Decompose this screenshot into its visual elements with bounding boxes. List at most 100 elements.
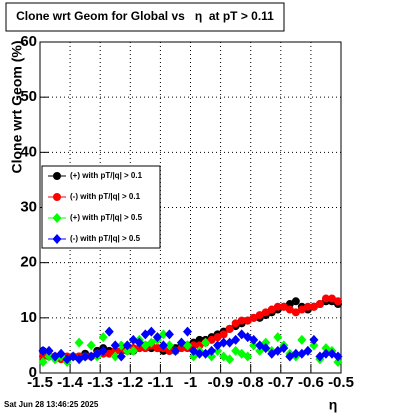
data-point xyxy=(219,330,228,339)
title-box xyxy=(5,2,285,32)
data-point xyxy=(182,326,192,337)
data-point xyxy=(297,334,307,345)
legend: (+) with pT/|q| > 0.1 (-) with pT/|q| > 0… xyxy=(41,165,161,249)
data-point xyxy=(98,332,108,343)
data-point xyxy=(164,329,174,340)
y-tick-label: 30 xyxy=(20,198,37,215)
y-tick-label: 60 xyxy=(20,33,37,50)
data-point xyxy=(213,345,223,356)
x-tick-label: -1.5 xyxy=(27,374,53,391)
data-point xyxy=(249,313,258,322)
y-axis-label: Clone wrt Geom (%) xyxy=(9,40,25,173)
data-point xyxy=(291,348,301,359)
data-point xyxy=(117,346,126,355)
data-point xyxy=(303,302,312,311)
data-point xyxy=(38,356,48,367)
data-point xyxy=(201,337,211,348)
data-point xyxy=(80,351,90,362)
data-point xyxy=(249,340,259,351)
legend-marker xyxy=(52,213,62,223)
y-tick-label: 50 xyxy=(20,88,37,105)
data-point xyxy=(195,341,204,350)
data-point xyxy=(122,340,132,351)
data-point xyxy=(291,308,300,317)
data-point xyxy=(105,349,114,358)
data-point xyxy=(111,346,120,355)
x-tick-label: -0.6 xyxy=(298,374,324,391)
data-point xyxy=(110,340,120,351)
y-tick-label: 0 xyxy=(29,364,37,381)
data-point xyxy=(74,337,84,348)
data-point xyxy=(243,351,253,362)
data-point xyxy=(128,345,138,356)
data-point xyxy=(279,302,288,311)
data-point xyxy=(315,300,324,309)
data-point xyxy=(134,337,144,348)
data-point xyxy=(158,340,168,351)
legend-marker xyxy=(52,234,62,244)
data-point xyxy=(104,326,114,337)
legend-label: (-) with pT/|q| > 0.5 xyxy=(70,234,141,243)
data-point xyxy=(243,316,252,325)
data-point xyxy=(207,335,216,344)
x-tick-label: -1.1 xyxy=(147,374,173,391)
data-point xyxy=(176,337,186,348)
data-point xyxy=(285,305,294,314)
data-point xyxy=(164,340,174,351)
y-tick-label: 20 xyxy=(20,254,37,271)
data-point xyxy=(146,326,156,337)
marks-layer xyxy=(38,294,343,367)
data-point xyxy=(122,345,132,356)
data-point xyxy=(44,345,54,356)
data-point xyxy=(189,341,198,350)
legend-marker xyxy=(53,172,61,180)
data-point xyxy=(153,344,162,353)
data-point xyxy=(98,345,108,356)
data-point xyxy=(86,340,96,351)
x-tick-label: -1.2 xyxy=(117,374,143,391)
data-point xyxy=(231,319,240,328)
legend-label: (-) with pT/|q| > 0.1 xyxy=(70,192,141,201)
data-point xyxy=(291,297,300,306)
data-point xyxy=(213,333,222,342)
data-point xyxy=(195,335,204,344)
data-point xyxy=(255,311,264,320)
x-tick-label: -0.9 xyxy=(208,374,234,391)
data-point xyxy=(249,334,259,345)
data-point xyxy=(110,351,120,362)
data-point xyxy=(321,294,330,303)
data-point xyxy=(56,348,66,359)
data-point xyxy=(219,337,229,348)
data-point xyxy=(195,348,205,359)
data-point xyxy=(225,354,235,365)
data-point xyxy=(309,334,319,345)
data-point xyxy=(116,351,126,362)
chart-title: Clone wrt Geom for Global vs η at pT > 0… xyxy=(16,9,274,23)
data-point xyxy=(165,346,174,355)
legend-marker xyxy=(53,193,61,201)
data-point xyxy=(261,308,270,317)
data-point xyxy=(267,305,276,314)
y-tick-label: 40 xyxy=(20,143,37,160)
data-point xyxy=(152,332,162,343)
x-tick-label: -1 xyxy=(184,374,197,391)
data-point xyxy=(327,294,336,303)
data-point xyxy=(177,344,186,353)
data-point xyxy=(38,345,48,356)
legend-label: (+) with pT/|q| > 0.5 xyxy=(70,213,143,222)
x-tick-label: -1.3 xyxy=(87,374,113,391)
data-point xyxy=(273,332,283,343)
data-point xyxy=(170,345,180,356)
legend-box xyxy=(41,165,161,249)
x-axis-label: η xyxy=(329,397,338,413)
data-point xyxy=(135,344,144,353)
data-point xyxy=(207,345,217,356)
x-tick-label: -0.5 xyxy=(328,374,354,391)
data-point xyxy=(279,343,289,354)
data-point xyxy=(231,334,241,345)
data-point xyxy=(303,345,313,356)
data-point xyxy=(261,343,271,354)
data-point xyxy=(297,305,306,314)
x-tick-label: -0.8 xyxy=(238,374,264,391)
